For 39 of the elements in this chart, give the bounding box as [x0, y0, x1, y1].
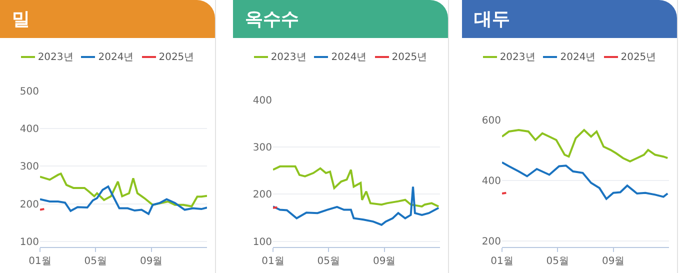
- legend-label: 2024년: [98, 52, 134, 63]
- line-series: [273, 165, 440, 208]
- legend-label: 2024년: [331, 52, 367, 63]
- x-tick-label: 05월: [546, 256, 570, 267]
- x-tick-label: 09월: [372, 256, 396, 267]
- chart-title: 밀: [0, 0, 215, 38]
- y-tick-label: 200: [482, 236, 501, 248]
- y-tick-label: 400: [482, 176, 501, 187]
- y-tick-label: 400: [20, 124, 39, 136]
- y-tick-label: 400: [252, 96, 272, 106]
- legend-label: 2023년: [500, 52, 536, 63]
- line-series: [273, 186, 440, 226]
- chart-title: 옥수수: [233, 0, 448, 38]
- y-tick-label: 300: [252, 142, 272, 154]
- y-tick-label: 600: [482, 116, 501, 126]
- line-series: [40, 185, 207, 215]
- chart-title: 대두: [462, 0, 677, 38]
- legend-label: 2024년: [560, 52, 596, 63]
- x-tick-label: 05월: [317, 256, 340, 267]
- y-tick-label: 100: [20, 236, 39, 248]
- y-tick-label: 300: [20, 162, 39, 173]
- legend-label: 2023년: [270, 52, 306, 63]
- legend-label: 2025년: [620, 52, 656, 63]
- y-tick-label: 100: [252, 236, 272, 248]
- y-tick-label: 200: [252, 190, 272, 201]
- x-tick-label: 01월: [28, 256, 52, 267]
- legend-label: 2023년: [38, 52, 74, 63]
- line-series: [40, 172, 207, 208]
- legend-label: 2025년: [392, 52, 428, 63]
- x-tick-label: 01월: [262, 256, 284, 267]
- line-series: [502, 128, 669, 162]
- y-tick-label: 200: [20, 199, 39, 210]
- line-series: [502, 161, 669, 200]
- x-tick-label: 05월: [84, 256, 108, 267]
- legend-label: 2025년: [158, 52, 194, 63]
- x-tick-label: 09월: [602, 256, 625, 267]
- y-tick-label: 500: [20, 86, 39, 98]
- x-tick-label: 01월: [490, 256, 514, 267]
- x-tick-label: 09월: [140, 256, 163, 267]
